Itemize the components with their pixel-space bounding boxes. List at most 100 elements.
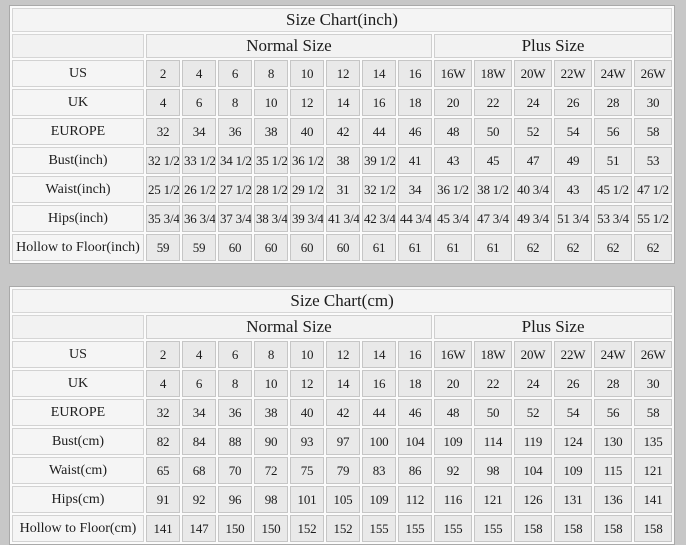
size-value-cell: 34 — [398, 176, 432, 203]
size-value-cell: 155 — [398, 515, 432, 542]
size-value-cell: 115 — [594, 457, 632, 484]
size-value-cell: 50 — [474, 399, 512, 426]
size-value-cell: 26 — [554, 89, 592, 116]
size-value-cell: 59 — [146, 234, 180, 261]
size-value-cell: 98 — [474, 457, 512, 484]
size-value-cell: 10 — [290, 341, 324, 368]
size-value-cell: 75 — [290, 457, 324, 484]
size-value-cell: 86 — [398, 457, 432, 484]
size-value-cell: 45 — [474, 147, 512, 174]
size-value-cell: 38 — [254, 118, 288, 145]
normal-size-header: Normal Size — [146, 315, 432, 339]
title-row: Size Chart(inch) — [12, 8, 672, 32]
size-value-cell: 51 — [594, 147, 632, 174]
size-value-cell: 116 — [434, 486, 472, 513]
size-value-cell: 136 — [594, 486, 632, 513]
size-value-cell: 155 — [474, 515, 512, 542]
size-value-cell: 24 — [514, 370, 552, 397]
size-value-cell: 60 — [218, 234, 252, 261]
size-value-cell: 65 — [146, 457, 180, 484]
size-value-cell: 53 3/4 — [594, 205, 632, 232]
size-value-cell: 150 — [254, 515, 288, 542]
table-row: EUROPE 32 34 36 38 40 42 44 46 48 50 52 54 56 58 — [12, 118, 672, 145]
size-value-cell: 43 — [434, 147, 472, 174]
size-value-cell: 12 — [326, 341, 360, 368]
corner-blank-cell — [12, 315, 144, 339]
size-value-cell: 150 — [218, 515, 252, 542]
size-value-cell: 131 — [554, 486, 592, 513]
table-row: Bust(inch) 32 1/2 33 1/2 34 1/2 35 1/2 36 1/2… — [12, 147, 672, 174]
size-value-cell: 56 — [594, 399, 632, 426]
size-chart-cm-table: Size Chart(cm) Normal Size Plus Size US 2… — [9, 286, 676, 545]
size-value-cell: 30 — [634, 89, 672, 116]
size-value-cell: 36 3/4 — [182, 205, 216, 232]
size-value-cell: 62 — [594, 234, 632, 261]
size-value-cell: 92 — [434, 457, 472, 484]
size-value-cell: 26W — [634, 341, 673, 368]
size-value-cell: 10 — [254, 370, 288, 397]
size-value-cell: 46 — [398, 118, 432, 145]
row-label: Bust(inch) — [12, 147, 144, 174]
size-value-cell: 121 — [474, 486, 512, 513]
row-label: US — [12, 60, 144, 87]
size-value-cell: 6 — [182, 370, 216, 397]
row-label: Hips(inch) — [12, 205, 144, 232]
corner-blank-cell — [12, 34, 144, 58]
size-value-cell: 109 — [554, 457, 592, 484]
size-value-cell: 16 — [398, 341, 432, 368]
size-value-cell: 26 — [554, 370, 592, 397]
size-value-cell: 84 — [182, 428, 216, 455]
size-value-cell: 52 — [514, 399, 552, 426]
table-row: UK 4 6 8 10 12 14 16 18 20 22 24 26 28 30 — [12, 370, 673, 397]
size-value-cell: 10 — [290, 60, 324, 87]
size-value-cell: 61 — [474, 234, 512, 261]
size-value-cell: 14 — [362, 60, 396, 87]
size-value-cell: 126 — [514, 486, 552, 513]
size-value-cell: 22W — [554, 341, 592, 368]
size-value-cell: 33 1/2 — [182, 147, 216, 174]
size-value-cell: 109 — [434, 428, 472, 455]
size-value-cell: 39 1/2 — [362, 147, 396, 174]
table-row: Hollow to Floor(cm) 141 147 150 150 152 152 155… — [12, 515, 673, 542]
size-value-cell: 47 1/2 — [634, 176, 672, 203]
size-value-cell: 18 — [398, 370, 432, 397]
size-value-cell: 82 — [146, 428, 180, 455]
table-row: Hips(cm) 91 92 96 98 101 105 109 112 116 121 126 131… — [12, 486, 673, 513]
size-value-cell: 60 — [290, 234, 324, 261]
size-value-cell: 14 — [326, 370, 360, 397]
size-chart-inch-table: Size Chart(inch) Normal Size Plus Size U… — [9, 5, 675, 264]
size-value-cell: 60 — [326, 234, 360, 261]
size-value-cell: 6 — [218, 60, 252, 87]
table-row: US 2 4 6 8 10 12 14 16 16W 18W 20W 22W 24W 26W — [12, 341, 673, 368]
size-value-cell: 12 — [290, 370, 324, 397]
size-value-cell: 96 — [218, 486, 252, 513]
size-value-cell: 34 1/2 — [218, 147, 252, 174]
size-value-cell: 59 — [182, 234, 216, 261]
size-value-cell: 130 — [594, 428, 632, 455]
size-value-cell: 48 — [434, 399, 472, 426]
size-value-cell: 104 — [514, 457, 552, 484]
row-label: Waist(inch) — [12, 176, 144, 203]
size-value-cell: 44 — [362, 118, 396, 145]
size-value-cell: 26 1/2 — [182, 176, 216, 203]
size-value-cell: 29 1/2 — [290, 176, 324, 203]
size-value-cell: 20W — [514, 60, 552, 87]
size-value-cell: 20W — [514, 341, 552, 368]
size-value-cell: 6 — [182, 89, 216, 116]
size-value-cell: 51 3/4 — [554, 205, 592, 232]
size-value-cell: 112 — [398, 486, 432, 513]
size-value-cell: 54 — [554, 399, 592, 426]
size-value-cell: 119 — [514, 428, 552, 455]
size-value-cell: 90 — [254, 428, 288, 455]
size-value-cell: 49 3/4 — [514, 205, 552, 232]
size-value-cell: 14 — [362, 341, 396, 368]
size-value-cell: 158 — [594, 515, 632, 542]
size-value-cell: 43 — [554, 176, 592, 203]
size-value-cell: 70 — [218, 457, 252, 484]
size-value-cell: 28 — [594, 89, 632, 116]
size-value-cell: 141 — [634, 486, 673, 513]
size-value-cell: 4 — [146, 89, 180, 116]
size-value-cell: 40 — [290, 118, 324, 145]
size-value-cell: 91 — [146, 486, 180, 513]
size-value-cell: 60 — [254, 234, 288, 261]
